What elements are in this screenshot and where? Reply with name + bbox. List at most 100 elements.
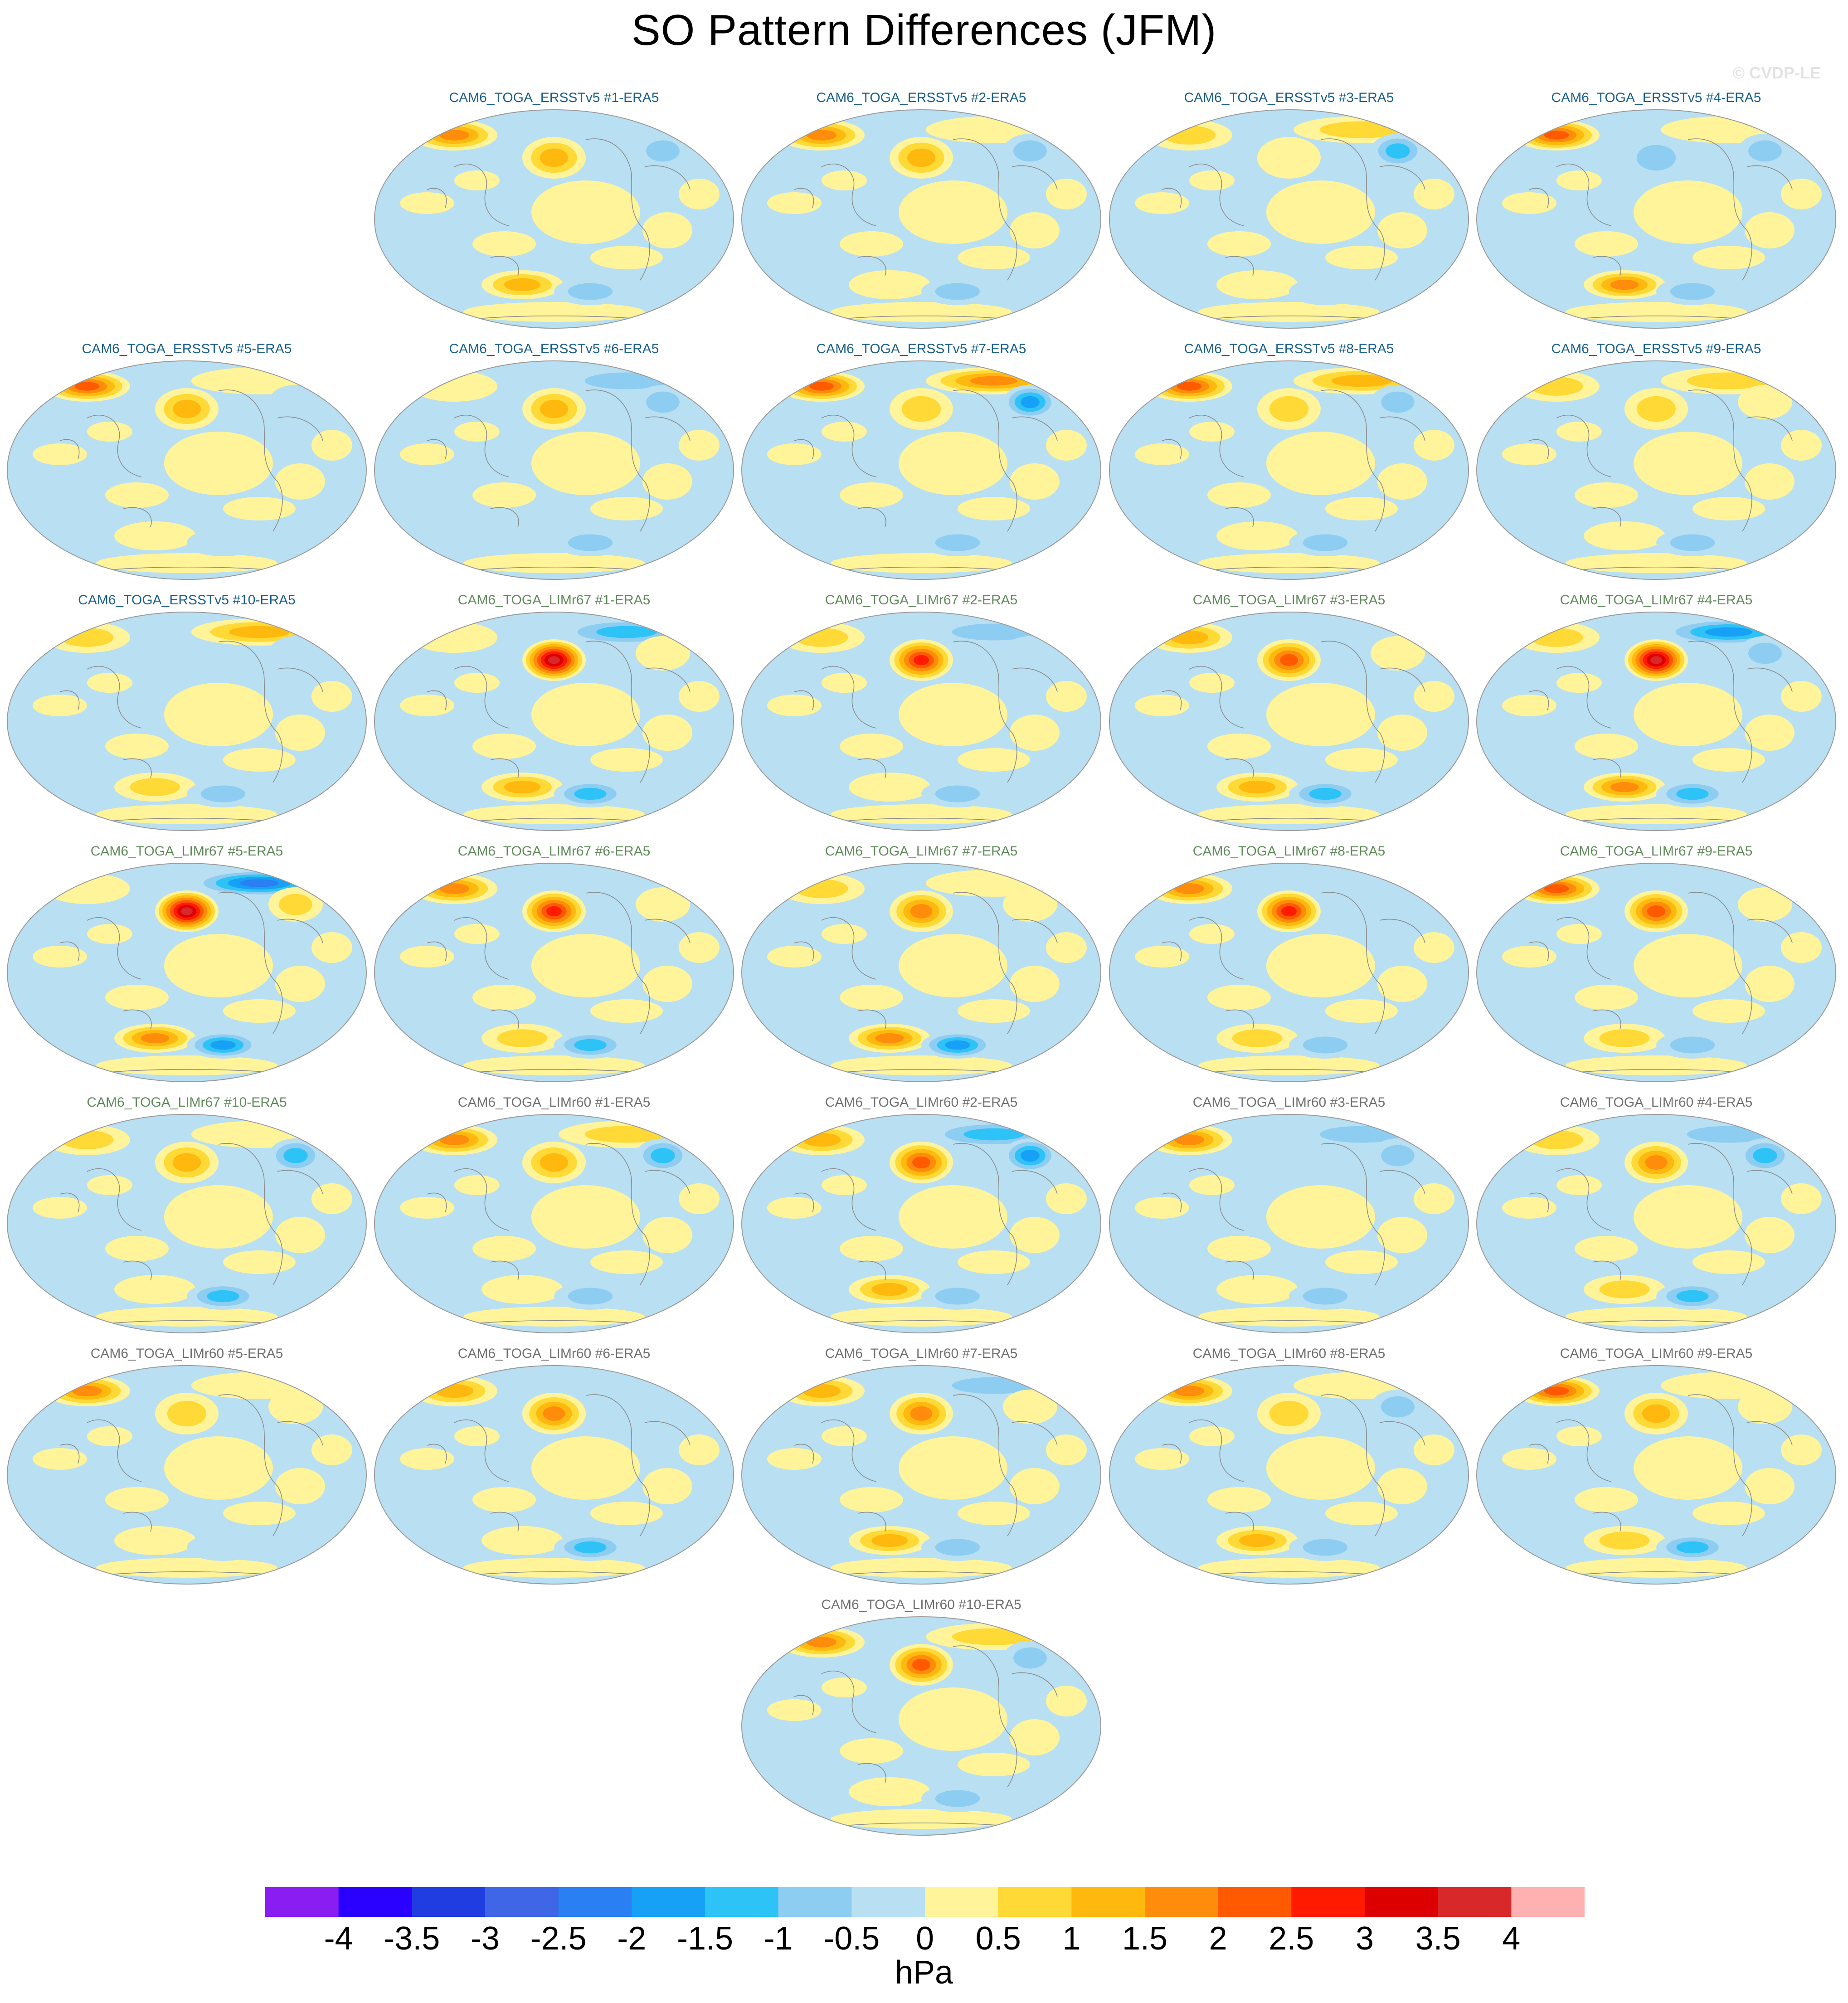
anomaly-contour-north-pacific (546, 906, 562, 917)
anomaly-contour-south-pacific-west (1599, 1531, 1650, 1550)
anomaly-map (1476, 863, 1836, 1082)
colorbar-tick-label: 1 (1062, 1920, 1081, 1957)
anomaly-contour-north-pacific (1642, 1404, 1671, 1423)
positive-band (472, 1236, 536, 1261)
coastlines (794, 1394, 1058, 1577)
positive-band (831, 804, 1012, 824)
coastlines (427, 389, 691, 573)
anomaly-contour-north-pacific (912, 1658, 930, 1671)
anomaly-contour-south-pacific-east (568, 534, 613, 551)
colorbar-segment (1511, 1887, 1585, 1917)
anomaly-map (741, 1365, 1101, 1585)
colorbar-segment (851, 1887, 925, 1917)
anomaly-contour-north-pacific (1269, 1400, 1309, 1427)
anomaly-contour-south-pacific-east (1303, 1539, 1348, 1556)
positive-band (1010, 1217, 1060, 1253)
positive-band (1377, 1217, 1427, 1253)
map-panel: CAM6_TOGA_LIMr67 #7-ERA5 (740, 843, 1103, 1084)
panel-title: CAM6_TOGA_ERSSTv5 #2-ERA5 (816, 90, 1026, 105)
anomaly-contour-south-pacific-west (114, 1275, 196, 1304)
positive-band (840, 231, 903, 257)
anomaly-contour-south-pacific-east (568, 283, 613, 300)
map-border (741, 360, 1101, 580)
anomaly-contour-south-pacific-east (935, 1539, 980, 1556)
anomaly-map (7, 612, 367, 831)
anomaly-contour-eurasia (72, 1386, 102, 1396)
colorbar-segment (558, 1887, 632, 1917)
coastlines (1529, 138, 1793, 321)
anomaly-contour-north-atlantic (1013, 1647, 1047, 1669)
coastlines (427, 892, 691, 1075)
anomaly-contour-south-pacific-west (481, 521, 563, 550)
positive-band (1556, 170, 1602, 190)
watermark: © CVDP-LE (1732, 63, 1821, 82)
positive-band (1046, 932, 1087, 963)
positive-band (1135, 946, 1189, 967)
anomaly-map (1109, 1365, 1469, 1585)
panel-title: CAM6_TOGA_LIMr60 #7-ERA5 (825, 1346, 1018, 1361)
anomaly-contour-south-pacific-east (935, 534, 980, 551)
coastlines (1529, 389, 1793, 573)
positive-band (96, 553, 277, 573)
positive-band (1198, 553, 1380, 573)
positive-band (105, 985, 169, 1010)
map-border (1109, 863, 1469, 1082)
anomaly-contour-eurasia (411, 371, 497, 402)
anomaly-contour-arctic (229, 626, 290, 638)
positive-band (33, 946, 87, 967)
map-panel: CAM6_TOGA_LIMr67 #2-ERA5 (740, 592, 1103, 832)
positive-band (822, 673, 867, 693)
positive-band (1692, 748, 1765, 772)
positive-band (400, 1197, 454, 1219)
positive-band (1566, 1055, 1747, 1075)
anomaly-map (374, 1114, 734, 1333)
anomaly-contour-eurasia (802, 1384, 841, 1398)
positive-band (223, 748, 296, 772)
anomaly-contour-eurasia (1170, 630, 1209, 645)
anomaly-contour-north-pacific (540, 148, 569, 167)
anomaly-contour-north-atlantic (1748, 140, 1782, 162)
anomaly-contour-south-pacific-west (1232, 1029, 1283, 1047)
positive-band (1575, 1487, 1638, 1512)
map-border (7, 360, 367, 580)
colorbar-tick-label: -1.5 (676, 1920, 734, 1957)
positive-band (822, 1426, 867, 1446)
positive-band (463, 804, 645, 824)
positive-band (1325, 246, 1398, 269)
positive-band (1781, 179, 1822, 209)
positive-band (767, 443, 822, 465)
anomaly-map (1109, 863, 1469, 1082)
positive-band (531, 934, 640, 997)
positive-band (87, 924, 132, 944)
positive-band (1189, 1426, 1235, 1446)
positive-band (1266, 1436, 1375, 1500)
positive-band (590, 497, 663, 520)
panel-title: CAM6_TOGA_LIMr67 #5-ERA5 (90, 844, 283, 859)
positive-band (1189, 422, 1235, 442)
positive-band (958, 999, 1030, 1023)
panel-title: CAM6_TOGA_LIMr60 #2-ERA5 (825, 1095, 1018, 1110)
positive-band (1325, 1502, 1398, 1525)
positive-band (223, 1250, 296, 1274)
positive-band (679, 179, 720, 209)
anomaly-contour-south-pacific-west (849, 1777, 930, 1806)
map-panel: CAM6_TOGA_LIMr60 #9-ERA5 (1475, 1346, 1838, 1586)
anomaly-contour-arctic (1705, 627, 1753, 637)
panel-title: CAM6_TOGA_LIMr60 #4-ERA5 (1560, 1095, 1753, 1110)
positive-band (1634, 1185, 1742, 1249)
panel-title: CAM6_TOGA_LIMr67 #9-ERA5 (1560, 844, 1753, 859)
anomaly-contour-arctic (970, 376, 1018, 386)
map-panel: CAM6_TOGA_ERSSTv5 #3-ERA5 (1108, 90, 1470, 330)
anomaly-contour-north-pacific (155, 639, 219, 681)
anomaly-contour-south-pacific-west (141, 1033, 170, 1044)
anomaly-map (1476, 109, 1836, 329)
anomaly-contour-north-atlantic (1738, 887, 1792, 922)
positive-band (1556, 422, 1602, 442)
anomaly-contour-south-pacific-east (1676, 1541, 1709, 1554)
positive-band (1266, 1185, 1375, 1249)
positive-band (1046, 1434, 1087, 1465)
positive-band (463, 1558, 645, 1578)
positive-band (840, 482, 903, 508)
anomaly-contour-south-pacific-east (1303, 534, 1348, 551)
positive-band (1745, 212, 1795, 248)
